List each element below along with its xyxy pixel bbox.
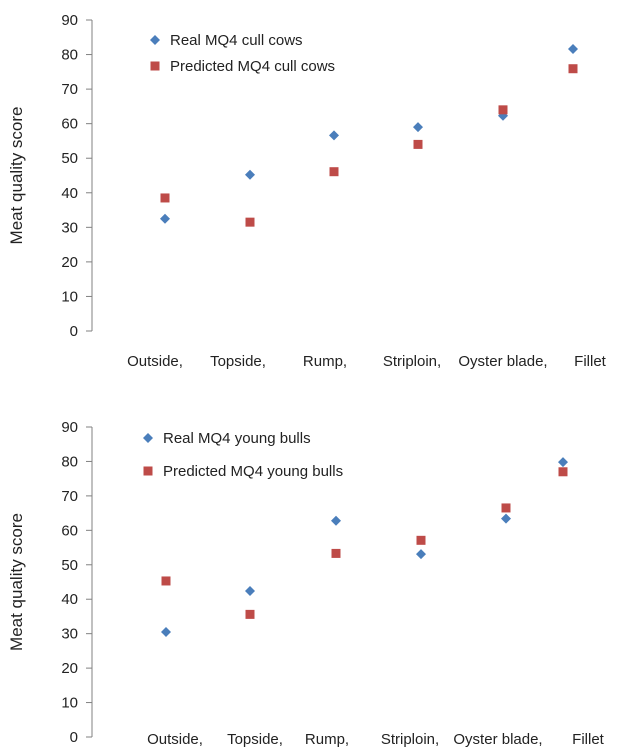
cull-legend-label: Real MQ4 cull cows	[170, 32, 303, 49]
bulls-category-label: Oyster blade,	[453, 731, 542, 748]
cull-category-label: Striploin,	[383, 353, 441, 370]
bulls-real-point	[558, 457, 568, 468]
bulls-category-label: Topside,	[227, 731, 283, 748]
bulls-real-point	[501, 513, 511, 524]
bulls-y-tick-label: 80	[61, 453, 78, 470]
cull-real-point	[413, 122, 423, 133]
bulls-y-tick-label: 50	[61, 557, 78, 574]
cull-y-tick-label: 50	[61, 150, 78, 167]
cull-predicted-point	[498, 105, 508, 115]
bulls-category-label: Rump,	[305, 731, 349, 748]
cull-category-label: Topside,	[210, 353, 266, 370]
cull-category-label: Outside,	[127, 353, 183, 370]
cull-cows-chart: 0 10 20 30 40 50 60 70 80 90 Meat quality score Out…	[7, 12, 607, 370]
cull-cows-chart-svg: 0 10 20 30 40 50 60 70 80 90 Meat quality score Out…	[7, 12, 607, 370]
bulls-category-label: Fillet	[572, 731, 605, 748]
bulls-predicted-point	[558, 467, 568, 477]
cull-predicted-point	[245, 217, 255, 227]
cull-y-tick-label: 0	[70, 323, 78, 340]
bulls-category-label: Striploin,	[381, 731, 439, 748]
bulls-predicted-point	[161, 576, 171, 586]
cull-predicted-point	[568, 64, 578, 74]
cull-predicted-point	[329, 167, 339, 177]
bulls-y-tick-label: 0	[70, 729, 78, 746]
bulls-y-tick-label: 20	[61, 660, 78, 677]
bulls-predicted-point	[245, 609, 255, 619]
cull-y-axis-title: Meat quality score	[7, 107, 26, 245]
cull-legend-real-marker	[150, 35, 160, 45]
bulls-y-tick-label: 70	[61, 488, 78, 505]
bulls-real-point	[331, 515, 341, 526]
cull-category-label: Oyster blade,	[458, 353, 547, 370]
cull-y-tick-label: 30	[61, 219, 78, 236]
cull-predicted-point	[160, 193, 170, 203]
bulls-legend-label: Real MQ4 young bulls	[163, 430, 311, 447]
cull-category-label: Rump,	[303, 353, 347, 370]
bulls-real-point	[245, 585, 255, 596]
cull-legend-predicted-marker	[150, 61, 160, 71]
bulls-real-point	[416, 549, 426, 560]
cull-y-tick-label: 70	[61, 81, 78, 98]
cull-real-point	[568, 44, 578, 55]
cull-y-tick-label: 90	[61, 12, 78, 29]
bulls-y-tick-label: 60	[61, 522, 78, 539]
bulls-predicted-point	[416, 535, 426, 545]
bulls-predicted-point	[331, 548, 341, 558]
bulls-predicted-point	[501, 503, 511, 513]
young-bulls-chart-svg: 0 10 20 30 40 50 60 70 80 90 Meat quality score Out…	[7, 419, 605, 748]
bulls-y-tick-label: 30	[61, 626, 78, 643]
bulls-y-axis-title: Meat quality score	[7, 513, 26, 651]
bulls-category-label: Outside,	[147, 731, 203, 748]
young-bulls-chart: 0 10 20 30 40 50 60 70 80 90 Meat quality score Out…	[0, 380, 639, 749]
cull-real-point	[329, 130, 339, 141]
bulls-y-tick-label: 10	[61, 695, 78, 712]
cull-y-tick-label: 10	[61, 288, 78, 305]
cull-y-tick-label: 40	[61, 185, 78, 202]
cull-category-label: Fillet	[574, 353, 607, 370]
cull-y-tick-label: 80	[61, 47, 78, 64]
cull-y-tick-label: 20	[61, 254, 78, 271]
bulls-real-point	[161, 626, 171, 637]
cull-real-point	[160, 213, 170, 224]
bulls-legend-real-marker	[143, 433, 153, 443]
cull-predicted-point	[413, 139, 423, 149]
bulls-y-tick-label: 40	[61, 591, 78, 608]
cull-real-point	[245, 169, 255, 180]
bulls-legend-predicted-marker	[143, 466, 153, 476]
bulls-y-tick-label: 90	[61, 419, 78, 436]
cull-y-tick-label: 60	[61, 116, 78, 133]
bulls-legend-label: Predicted MQ4 young bulls	[163, 463, 343, 480]
cull-legend-label: Predicted MQ4 cull cows	[170, 58, 335, 75]
